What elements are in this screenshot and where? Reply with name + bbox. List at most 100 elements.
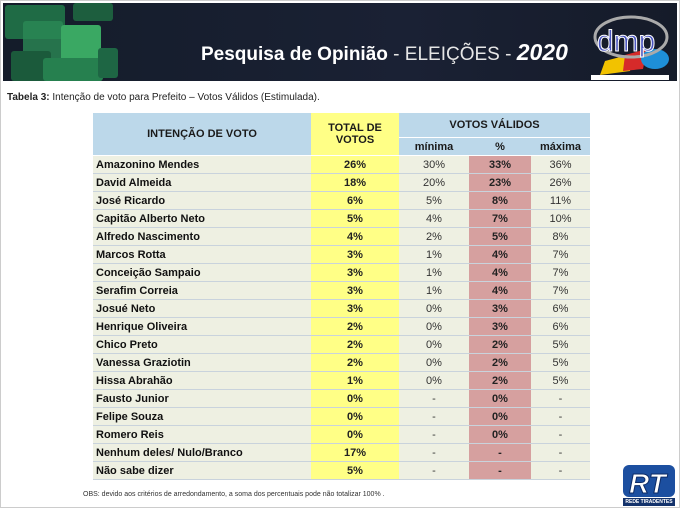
table-row: Alfredo Nascimento 4% 2% 5% 8% (93, 227, 590, 246)
page-title: Pesquisa de Opinião - ELEIÇÕES - 2020 (201, 39, 568, 66)
votos-minima: 30% (399, 155, 469, 174)
votos-maxima: 7% (531, 245, 590, 264)
votos-minima: - (399, 407, 469, 426)
table-row: Serafim Correia 3% 1% 4% 7% (93, 281, 590, 300)
vote-table: INTENÇÃO DE VOTO TOTAL DE VOTOS VOTOS VÁ… (93, 113, 590, 480)
votos-maxima: 5% (531, 335, 590, 354)
votos-maxima: 11% (531, 191, 590, 210)
votos-minima: 1% (399, 281, 469, 300)
table-row: Amazonino Mendes 26% 30% 33% 36% (93, 155, 590, 174)
table-row: Conceição Sampaio 3% 1% 4% 7% (93, 263, 590, 282)
votos-pct: 8% (469, 191, 531, 210)
total-votes: 18% (311, 173, 399, 192)
candidate-name: Alfredo Nascimento (93, 227, 311, 246)
header-intencao: INTENÇÃO DE VOTO (93, 113, 311, 156)
votos-maxima: - (531, 425, 590, 444)
votos-minima: 4% (399, 209, 469, 228)
votos-maxima: 10% (531, 209, 590, 228)
votos-maxima: 5% (531, 353, 590, 372)
table-row: Henrique Oliveira 2% 0% 3% 6% (93, 317, 590, 336)
votos-pct: 0% (469, 407, 531, 426)
candidate-name: Henrique Oliveira (93, 317, 311, 336)
votos-pct: 3% (469, 317, 531, 336)
footnote: OBS: devido aos critérios de arredondame… (83, 491, 385, 498)
table-caption: Tabela 3: Intenção de voto para Prefeito… (7, 92, 320, 103)
votos-pct: - (469, 461, 531, 480)
votos-minima: 1% (399, 263, 469, 282)
total-votes: 5% (311, 209, 399, 228)
votos-minima: 0% (399, 353, 469, 372)
candidate-name: Marcos Rotta (93, 245, 311, 264)
caption-text: Intenção de voto para Prefeito – Votos V… (49, 92, 320, 103)
candidate-name: José Ricardo (93, 191, 311, 210)
votos-pct: 5% (469, 227, 531, 246)
votos-pct: 2% (469, 371, 531, 390)
table-row: Nenhum deles/ Nulo/Branco 17% - - - (93, 443, 590, 462)
total-votes: 26% (311, 155, 399, 174)
decor-square (43, 58, 103, 81)
total-votes: 2% (311, 335, 399, 354)
candidate-name: Felipe Souza (93, 407, 311, 426)
decor-square (73, 3, 113, 21)
decor-square (98, 48, 118, 78)
votos-minima: 2% (399, 227, 469, 246)
total-votes: 0% (311, 425, 399, 444)
header-banner: Pesquisa de Opinião - ELEIÇÕES - 2020 dm… (3, 3, 677, 81)
candidate-name: Conceição Sampaio (93, 263, 311, 282)
votos-pct: 2% (469, 335, 531, 354)
votos-minima: 0% (399, 335, 469, 354)
votos-pct: 2% (469, 353, 531, 372)
votos-pct: 7% (469, 209, 531, 228)
dmp-logo: dmp (585, 11, 671, 81)
total-votes: 5% (311, 461, 399, 480)
votos-pct: 4% (469, 245, 531, 264)
candidate-name: Capitão Alberto Neto (93, 209, 311, 228)
header-votos-validos: VOTOS VÁLIDOS (399, 113, 590, 138)
candidate-name: Fausto Junior (93, 389, 311, 408)
votos-maxima: 7% (531, 263, 590, 282)
candidate-name: Chico Preto (93, 335, 311, 354)
candidate-name: Não sabe dizer (93, 461, 311, 480)
table-row: Capitão Alberto Neto 5% 4% 7% 10% (93, 209, 590, 228)
votos-maxima: - (531, 443, 590, 462)
svg-text:RT: RT (629, 468, 669, 499)
votos-maxima: 7% (531, 281, 590, 300)
votos-pct: 0% (469, 425, 531, 444)
votos-minima: 0% (399, 317, 469, 336)
rede-tiradentes-logo: RT REDE TIRADENTES (621, 463, 677, 507)
header-total: TOTAL DE VOTOS (311, 113, 399, 156)
votos-pct: 0% (469, 389, 531, 408)
total-votes: 2% (311, 353, 399, 372)
caption-label: Tabela 3: (7, 92, 50, 103)
table-row: Fausto Junior 0% -0% - (93, 389, 590, 408)
total-votes: 3% (311, 263, 399, 282)
votos-maxima: 6% (531, 317, 590, 336)
total-votes: 3% (311, 245, 399, 264)
votos-minima: - (399, 389, 469, 408)
candidate-name: David Almeida (93, 173, 311, 192)
title-main: Pesquisa de Opinião (201, 44, 388, 65)
rt-tagline: REDE TIRADENTES (625, 499, 673, 505)
table-row: José Ricardo 6% 5% 8% 11% (93, 191, 590, 210)
header-pct: % (469, 137, 531, 156)
table-row: Chico Preto 2% 0% 2% 5% (93, 335, 590, 354)
table-row: David Almeida 18% 20% 23% 26% (93, 173, 590, 192)
votos-minima: - (399, 425, 469, 444)
votos-pct: 4% (469, 281, 531, 300)
total-votes: 17% (311, 443, 399, 462)
votos-maxima: 6% (531, 299, 590, 318)
candidate-name: Amazonino Mendes (93, 155, 311, 174)
votos-minima: 1% (399, 245, 469, 264)
total-votes: 4% (311, 227, 399, 246)
votos-minima: 5% (399, 191, 469, 210)
votos-pct: 4% (469, 263, 531, 282)
candidate-name: Serafim Correia (93, 281, 311, 300)
table-row: Felipe Souza 0% -0% - (93, 407, 590, 426)
total-votes: 0% (311, 407, 399, 426)
votos-maxima: - (531, 389, 590, 408)
votos-minima: 0% (399, 371, 469, 390)
title-year: 2020 (516, 39, 568, 65)
votos-maxima: 5% (531, 371, 590, 390)
votos-pct: - (469, 443, 531, 462)
votos-minima: - (399, 443, 469, 462)
